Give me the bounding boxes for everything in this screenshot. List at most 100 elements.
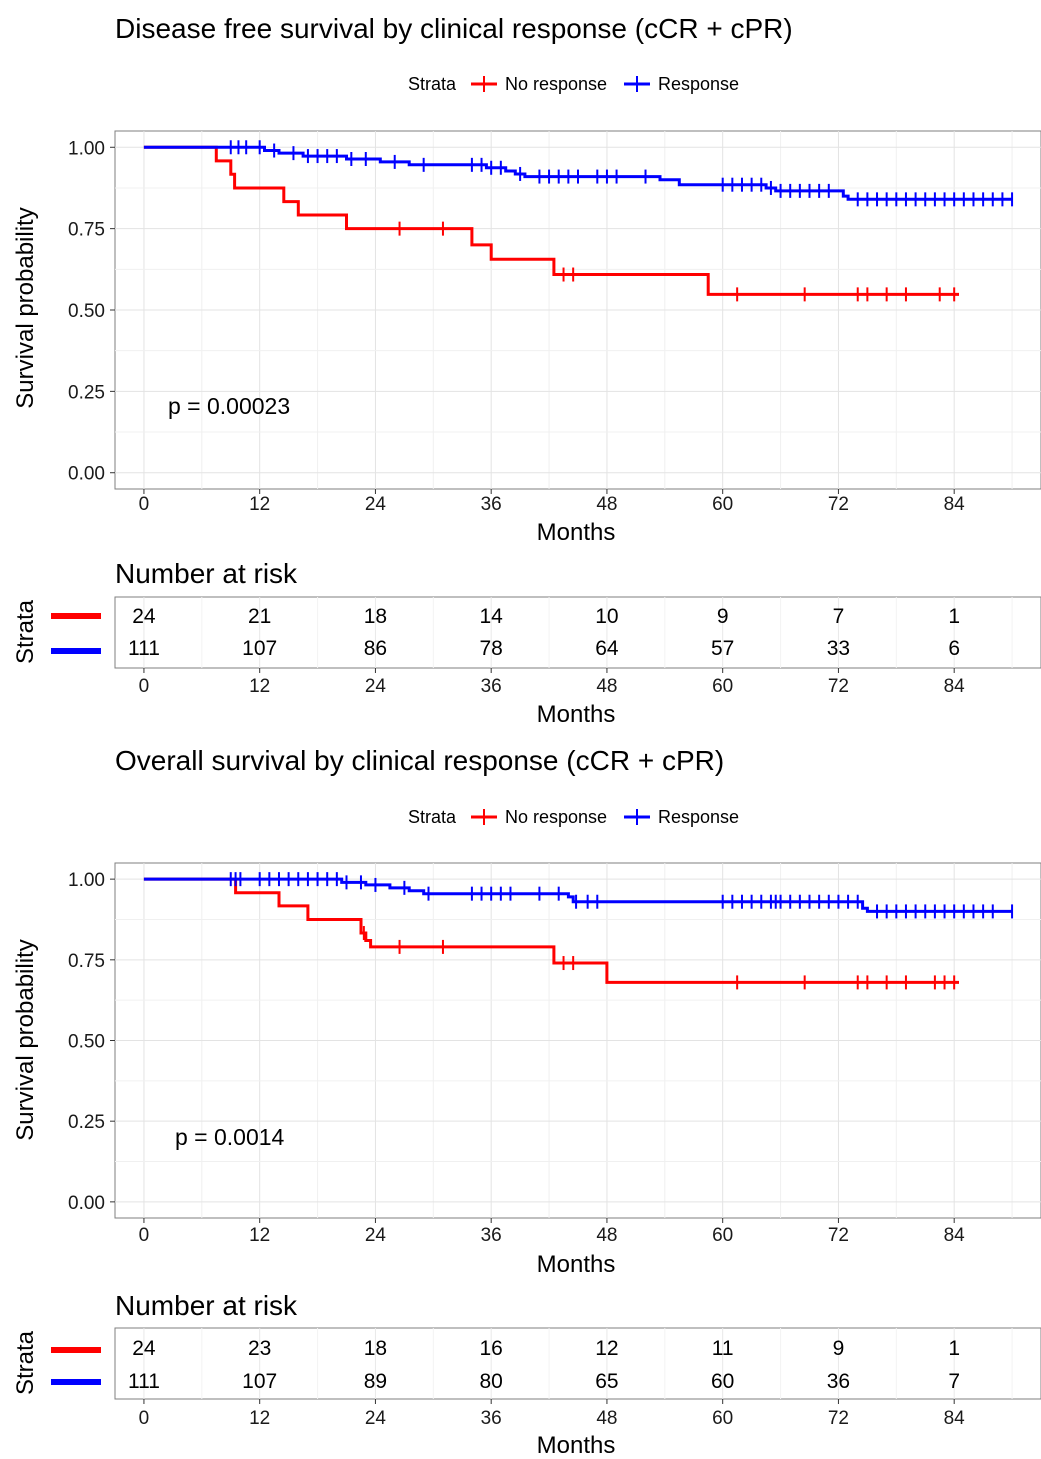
risk-table-title: Number at risk xyxy=(115,558,298,589)
x-axis-title: Months xyxy=(537,1251,616,1278)
y-tick-label: 0.00 xyxy=(68,1193,105,1214)
risk-value-response: 86 xyxy=(364,637,387,660)
risk-value-no-response: 23 xyxy=(248,1337,271,1360)
risk-value-response: 80 xyxy=(480,1370,503,1393)
risk-table-x-ticks: 0 12 24 36 48 60 72 84 xyxy=(139,1399,965,1429)
risk-table-panel xyxy=(114,596,1041,669)
p-value: p = 0.00023 xyxy=(168,393,290,419)
risk-value-no-response: 18 xyxy=(364,605,387,628)
risk-x-tick-label: 60 xyxy=(712,676,733,697)
legend-label-no-response: No response xyxy=(505,807,607,827)
risk-value-no-response: 12 xyxy=(595,1337,618,1360)
risk-x-tick-label: 36 xyxy=(481,1408,502,1429)
risk-x-tick-label: 84 xyxy=(944,676,966,697)
x-tick-label: 12 xyxy=(249,1225,270,1246)
p-value: p = 0.0014 xyxy=(175,1124,285,1150)
risk-value-no-response: 10 xyxy=(595,605,618,628)
risk-value-response: 7 xyxy=(948,1370,960,1393)
risk-value-no-response: 9 xyxy=(833,1337,845,1360)
legend: Strata No response Response xyxy=(408,74,739,94)
risk-table-strata-label: Strata xyxy=(12,599,39,664)
legend-label-no-response: No response xyxy=(505,74,607,94)
risk-value-response: 36 xyxy=(827,1370,850,1393)
risk-value-no-response: 18 xyxy=(364,1337,387,1360)
y-tick-label: 0.25 xyxy=(68,1112,105,1133)
x-axis-ticks: 0 12 24 36 48 60 72 84 xyxy=(139,1218,966,1246)
risk-x-tick-label: 48 xyxy=(596,1408,617,1429)
y-tick-label: 1.00 xyxy=(68,138,105,159)
y-tick-label: 0.50 xyxy=(68,301,105,322)
risk-value-no-response: 24 xyxy=(132,605,156,628)
y-axis-title: Survival probability xyxy=(12,939,39,1140)
y-axis-ticks: 0.00 0.25 0.50 0.75 1.00 xyxy=(68,870,115,1214)
survival-curves xyxy=(143,140,1014,302)
risk-value-no-response: 9 xyxy=(717,605,729,628)
risk-x-tick-label: 0 xyxy=(139,1408,150,1429)
risk-row-key-response xyxy=(51,648,101,654)
x-tick-label: 60 xyxy=(712,1225,733,1246)
risk-value-response: 57 xyxy=(711,637,734,660)
y-tick-label: 0.00 xyxy=(68,464,105,485)
y-axis-title: Survival probability xyxy=(12,207,39,408)
gridlines xyxy=(115,131,1041,489)
survival-curves xyxy=(143,872,1014,990)
y-tick-label: 1.00 xyxy=(68,870,105,891)
x-tick-label: 48 xyxy=(596,1225,617,1246)
x-tick-label: 24 xyxy=(365,494,387,515)
risk-value-response: 111 xyxy=(128,637,160,660)
risk-x-tick-label: 12 xyxy=(249,676,270,697)
x-tick-label: 36 xyxy=(481,494,502,515)
x-tick-label: 0 xyxy=(139,1225,150,1246)
x-tick-label: 84 xyxy=(944,494,966,515)
x-axis-title: Months xyxy=(537,519,616,546)
legend-title: Strata xyxy=(408,807,457,827)
risk-value-response: 64 xyxy=(595,637,619,660)
risk-value-no-response: 14 xyxy=(480,605,504,628)
risk-table-x-ticks: 0 12 24 36 48 60 72 84 xyxy=(139,668,966,697)
x-tick-label: 12 xyxy=(249,494,270,515)
x-tick-label: 36 xyxy=(481,1225,502,1246)
risk-value-response: 65 xyxy=(595,1370,618,1393)
risk-row-key-no-response xyxy=(51,613,101,619)
risk-table-title: Number at risk xyxy=(115,1290,298,1321)
risk-value-response: 89 xyxy=(364,1370,387,1393)
curve-response xyxy=(143,877,1013,913)
risk-table-gridlines xyxy=(143,597,1013,668)
risk-table-strata-label: Strata xyxy=(12,1330,39,1395)
y-tick-label: 0.50 xyxy=(68,1032,105,1053)
risk-value-no-response: 21 xyxy=(248,605,271,628)
curve-no-response xyxy=(143,145,959,296)
risk-table-gridlines xyxy=(143,1328,1013,1399)
x-axis-ticks: 0 12 24 36 48 60 72 84 xyxy=(139,489,966,515)
legend-label-response: Response xyxy=(658,74,739,94)
y-tick-label: 0.75 xyxy=(68,220,105,241)
risk-x-tick-label: 12 xyxy=(249,1408,270,1429)
risk-x-tick-label: 36 xyxy=(481,676,502,697)
risk-value-response: 107 xyxy=(242,637,277,660)
risk-table-panel xyxy=(114,1327,1041,1400)
gridlines xyxy=(115,863,1041,1218)
risk-value-no-response: 11 xyxy=(712,1337,734,1360)
risk-x-tick-label: 72 xyxy=(828,1408,849,1429)
risk-x-tick-label: 60 xyxy=(712,1408,733,1429)
risk-value-no-response: 1 xyxy=(948,605,960,628)
risk-value-response: 111 xyxy=(128,1370,160,1393)
y-tick-label: 0.25 xyxy=(68,382,105,403)
risk-value-no-response: 7 xyxy=(833,605,845,628)
dfs-panel: Disease free survival by clinical respon… xyxy=(12,13,1041,728)
risk-value-response: 107 xyxy=(242,1370,277,1393)
risk-value-response: 33 xyxy=(827,637,850,660)
curve-response xyxy=(143,145,1013,201)
chart-title: Disease free survival by clinical respon… xyxy=(115,13,793,44)
x-tick-label: 72 xyxy=(828,1225,849,1246)
legend-label-response: Response xyxy=(658,807,739,827)
risk-x-tick-label: 24 xyxy=(365,676,387,697)
risk-value-no-response: 16 xyxy=(480,1337,503,1360)
risk-x-tick-label: 48 xyxy=(596,676,617,697)
x-tick-label: 84 xyxy=(944,1225,966,1246)
risk-row-key-response xyxy=(51,1379,101,1385)
